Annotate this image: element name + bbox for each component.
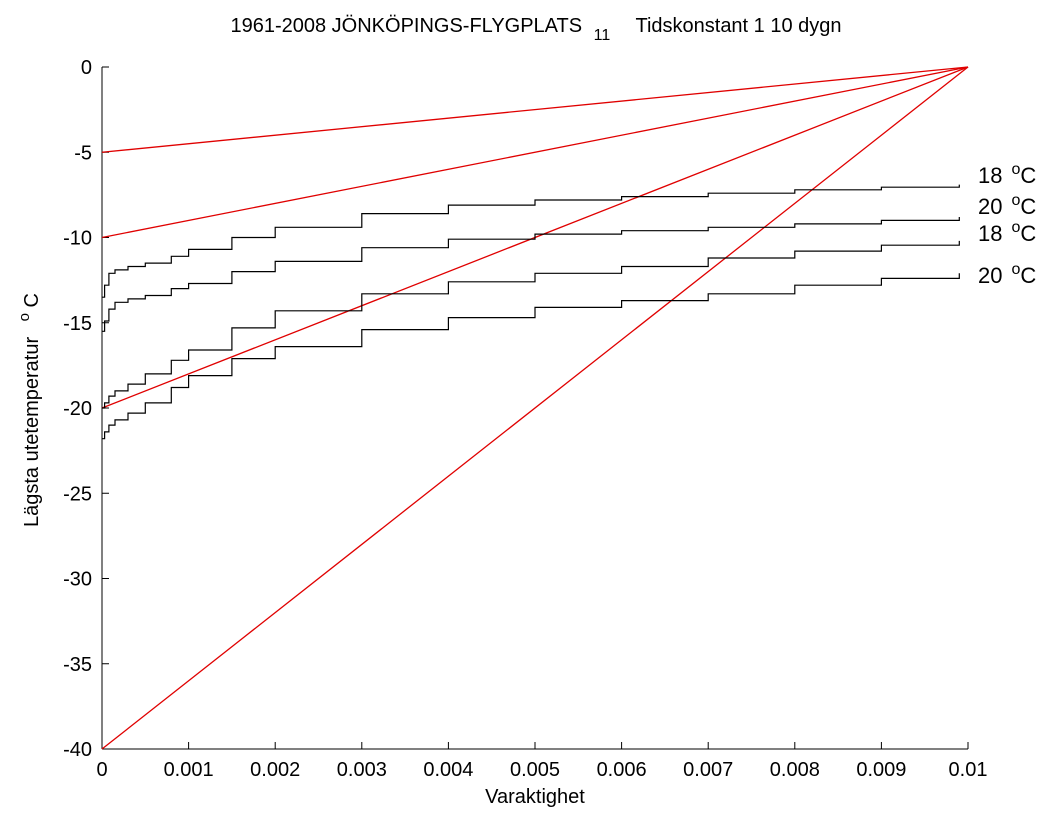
x-tick-label: 0.003: [337, 759, 387, 781]
curve-3: [102, 240, 960, 409]
series-label-value: 18: [978, 163, 1002, 188]
x-tick-label: 0.008: [770, 759, 820, 781]
x-tick-label: 0.004: [423, 759, 473, 781]
series-label-unit: C: [1020, 263, 1036, 288]
curve-2: [102, 217, 960, 332]
reference-line-2: [101, 66, 969, 239]
y-tick-label: -20: [63, 398, 92, 420]
y-tick-label: -35: [63, 654, 92, 676]
y-axis-label-superscript: o: [16, 313, 33, 321]
x-tick-label: 0: [96, 759, 107, 781]
chart-title: 1961-2008 JÖNKÖPINGS-FLYGPLATS 11 Tidsko…: [230, 15, 841, 45]
y-tick-label: -10: [63, 228, 92, 250]
series-label-value: 18: [978, 221, 1002, 246]
x-tick-label: 0.001: [164, 759, 214, 781]
x-tick-label: 0.009: [856, 759, 906, 781]
curve-4: [102, 273, 960, 440]
y-tick-label: -25: [63, 483, 92, 505]
series-label-unit: C: [1020, 163, 1036, 188]
series-label-1: 18 oC: [978, 161, 1036, 188]
series-label-unit: C: [1020, 221, 1036, 246]
series-label-value: 20: [978, 194, 1002, 219]
x-axis-label: Varaktighet: [485, 786, 585, 808]
series-label-value: 20: [978, 263, 1002, 288]
curve-1: [102, 184, 960, 298]
x-tick-label: 0.002: [250, 759, 300, 781]
reference-line-4: [101, 66, 969, 750]
x-tick-label: 0.005: [510, 759, 560, 781]
series-label-4: 20 oC: [978, 261, 1036, 288]
y-tick-label: 0: [81, 57, 92, 79]
y-tick-label: -15: [63, 313, 92, 335]
y-tick-label: -5: [74, 142, 92, 164]
chart-title-subscript: 11: [594, 27, 611, 44]
y-tick-label: -30: [63, 569, 92, 591]
x-tick-label: 0.007: [683, 759, 733, 781]
series-label-2: 20 oC: [978, 192, 1036, 219]
y-axis-label-unit: C: [21, 293, 43, 307]
series-label-superscript: o: [1011, 261, 1020, 278]
x-tick-label: 0.01: [949, 759, 988, 781]
series-label-superscript: o: [1011, 219, 1020, 236]
series-label-3: 18 oC: [978, 219, 1036, 246]
y-axis-label: Lägsta utetemperatur o C: [12, 293, 43, 527]
series-label-superscript: o: [1011, 161, 1020, 178]
y-axis-label-text: Lägsta utetemperatur: [21, 337, 43, 527]
x-tick-label: 0.006: [597, 759, 647, 781]
chart-title-main: 1961-2008 JÖNKÖPINGS-FLYGPLATS: [230, 15, 582, 37]
y-tick-label: -40: [63, 739, 92, 761]
curve-series: [102, 184, 960, 440]
series-label-unit: C: [1020, 194, 1036, 219]
plot-area: 0 0.001 0.002 0.003 0.004 0.005 0.006 0.007 0.00…: [63, 57, 1036, 781]
chart-title-tail: Tidskonstant 1 10 dygn: [635, 15, 841, 37]
x-ticks: 0 0.001 0.002 0.003 0.004 0.005 0.006 0.007 0.00…: [96, 742, 987, 781]
reference-line-1: [101, 66, 969, 153]
series-label-superscript: o: [1011, 192, 1020, 209]
y-ticks: 0 -5 -10 -15 -20 -25 -30 -35 -40: [63, 57, 109, 761]
